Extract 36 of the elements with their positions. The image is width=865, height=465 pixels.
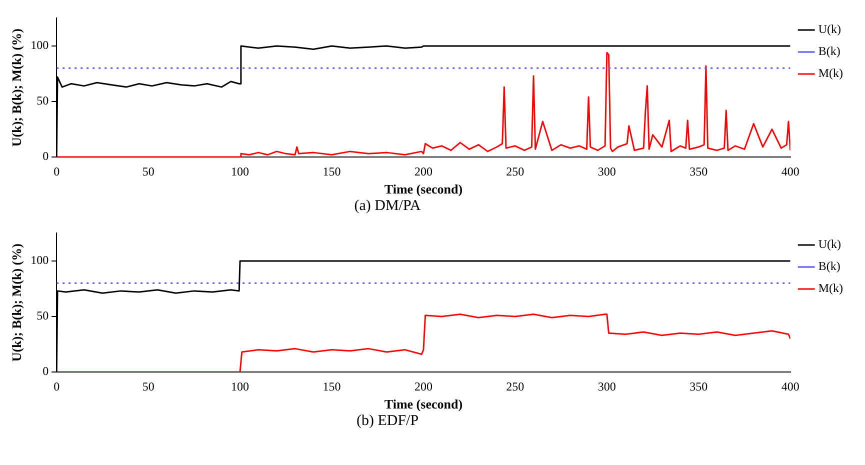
x-axis-title: Time (second) [384,396,463,412]
y-tick-label: 50 [36,308,49,323]
legend-label: U(k) [818,237,842,252]
x-tick-label: 300 [598,164,616,178]
text: (b) EDF/P [355,413,420,430]
x-tick-label: 400 [781,164,800,178]
text: (a) DM/PA [353,198,422,215]
x-tick-label: 50 [142,164,154,178]
legend-label: M(k) [818,66,844,80]
x-tick-label: 350 [690,379,708,394]
x-tick-label: 300 [598,379,616,394]
legend-label: U(k) [818,22,842,36]
x-tick-label: 250 [506,164,524,178]
x-tick-label: 150 [322,164,341,178]
y-tick-label: 50 [36,94,49,108]
legend-label: B(k) [818,44,840,58]
x-tick-label: 100 [231,379,250,394]
x-tick-label: 200 [414,164,432,178]
y-axis-title: U(k); B(k); M(k) (%) [9,244,24,362]
x-tick-label: 400 [781,379,800,394]
y-tick-label: 0 [42,149,49,164]
x-tick-label: 0 [54,164,60,178]
x-tick-label: 100 [231,164,250,178]
x-tick-label: 200 [414,379,432,394]
x-tick-label: 250 [506,379,524,394]
legend-label: B(k) [818,259,840,274]
x-tick-label: 350 [690,164,708,178]
x-axis-title: Time (second) [384,182,463,197]
y-tick-label: 100 [30,253,49,268]
x-tick-label: 150 [322,379,341,394]
y-axis-title: U(k); B(k); M(k) (%) [9,28,24,147]
legend-label: M(k) [818,281,844,296]
x-tick-label: 0 [54,379,60,394]
y-tick-label: 0 [42,364,49,378]
y-tick-label: 100 [30,38,49,52]
x-tick-label: 50 [142,379,154,394]
